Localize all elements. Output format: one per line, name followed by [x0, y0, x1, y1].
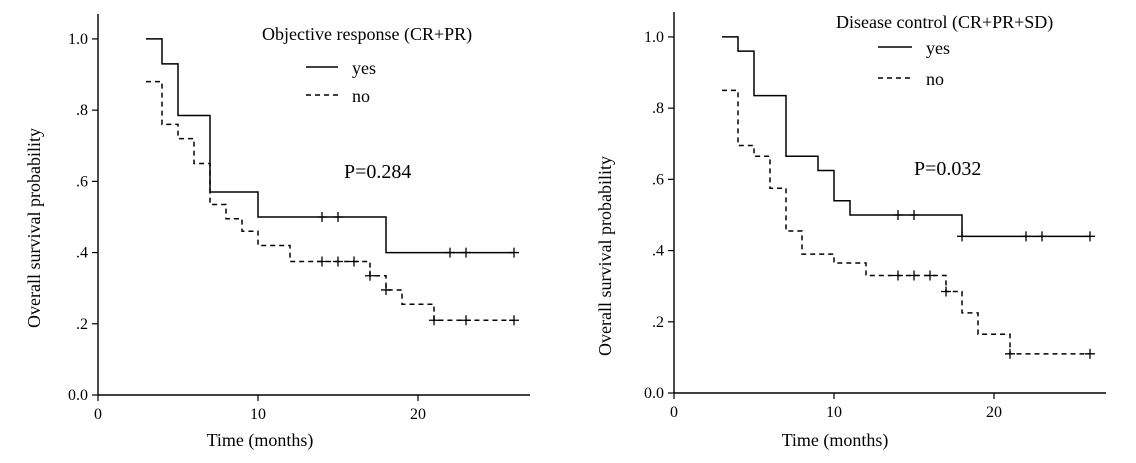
y-tick-label: 0.0: [644, 385, 664, 402]
series-line-no: [722, 89, 1090, 355]
y-tick-label: .8: [76, 102, 88, 119]
censor-mark-yes: [1021, 231, 1031, 242]
censor-mark-no: [461, 315, 471, 326]
censor-mark-no: [365, 270, 375, 281]
y-tick-label: .2: [76, 316, 88, 333]
chart-panel-2: 0.0 .2 .4 .6 .8 1.0 0 10 20 Time (months) Overall …: [595, 12, 1106, 451]
censor-mark-yes: [509, 247, 519, 258]
legend-label-yes: yes: [352, 58, 376, 78]
censor-mark-no: [333, 256, 343, 267]
censor-mark-no: [1005, 348, 1015, 359]
y-tick-label: .8: [652, 100, 664, 117]
legend-label-no: no: [926, 69, 944, 89]
x-tick-label: 10: [826, 404, 842, 421]
x-tick-label: 20: [410, 406, 426, 423]
censor-mark-no: [509, 315, 519, 326]
censor-mark-yes: [1085, 231, 1095, 242]
y-tick-label: .6: [76, 173, 88, 190]
censor-mark-no: [317, 256, 327, 267]
legend-title: Objective response (CR+PR): [262, 24, 472, 45]
censor-mark-no: [349, 256, 359, 267]
y-axis-label: Overall survival probability: [595, 156, 615, 356]
censor-mark-yes: [333, 211, 343, 222]
series-line-yes: [146, 38, 514, 254]
censor-mark-yes: [445, 247, 455, 258]
legend-label-yes: yes: [926, 38, 950, 58]
censor-mark-yes: [1037, 231, 1047, 242]
censor-mark-no: [909, 270, 919, 281]
y-tick-label: 1.0: [68, 31, 88, 48]
y-tick-label: 1.0: [644, 29, 664, 46]
x-tick-label: 10: [250, 406, 266, 423]
y-axis-label: Overall survival probability: [24, 128, 44, 328]
series-line-yes: [722, 36, 1090, 238]
series-yes-group: [722, 36, 1095, 242]
y-tick-label: .4: [76, 245, 88, 262]
series-yes-group: [146, 38, 519, 258]
x-axis-label: Time (months): [207, 430, 314, 451]
censor-mark-yes: [909, 209, 919, 220]
legend-title: Disease control (CR+PR+SD): [836, 12, 1053, 33]
x-tick-label: 20: [986, 404, 1002, 421]
censor-mark-no: [941, 286, 951, 297]
censor-mark-yes: [893, 209, 903, 220]
x-tick-label: 0: [94, 406, 102, 423]
p-value-annotation: P=0.284: [344, 161, 411, 183]
series-no-group: [146, 80, 519, 326]
chart-panel-1: 0.0 .2 .4 .6 .8 1.0 0 10 20 Time (months) Overall …: [24, 14, 530, 451]
censor-mark-no: [429, 315, 439, 326]
y-tick-label: .6: [652, 171, 664, 188]
p-value-annotation: P=0.032: [914, 158, 981, 180]
censor-mark-no: [925, 270, 935, 281]
y-tick-label: .4: [652, 243, 664, 260]
x-tick-label: 0: [670, 404, 678, 421]
y-tick-label: .2: [652, 314, 664, 331]
censor-mark-no: [381, 284, 391, 295]
censor-mark-no: [1085, 348, 1095, 359]
legend-label-no: no: [352, 86, 370, 106]
censor-mark-no: [893, 270, 903, 281]
censor-mark-yes: [317, 211, 327, 222]
series-no-group: [722, 89, 1095, 359]
y-tick-label: 0.0: [68, 387, 88, 404]
censor-mark-yes: [461, 247, 471, 258]
censor-mark-yes: [957, 231, 967, 242]
x-axis-label: Time (months): [782, 430, 889, 451]
series-line-no: [146, 80, 514, 321]
